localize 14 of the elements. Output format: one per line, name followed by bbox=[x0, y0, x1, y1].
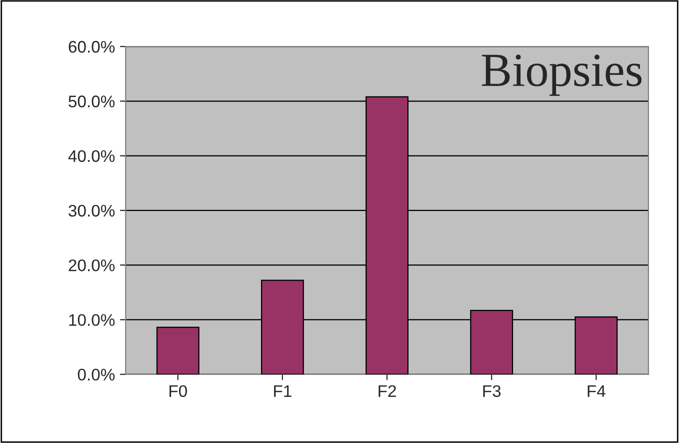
y-tick-label: 20.0% bbox=[68, 259, 115, 272]
x-tick-label: F3 bbox=[483, 385, 501, 397]
x-tick-label: F1 bbox=[274, 385, 292, 397]
y-tick-label: 60.0% bbox=[68, 40, 115, 53]
y-tick-label: 10.0% bbox=[69, 314, 115, 326]
x-tick-label: F0 bbox=[170, 385, 187, 397]
y-tick-label: 0.0% bbox=[78, 368, 115, 381]
y-tick-label: 40.0% bbox=[68, 150, 115, 162]
x-tick-label: F2 bbox=[378, 385, 396, 397]
chart-title: Biopsies bbox=[482, 54, 642, 96]
y-tick-label: 50.0% bbox=[68, 96, 115, 108]
bar bbox=[156, 326, 200, 374]
y-tick-label: 30.0% bbox=[68, 204, 115, 217]
x-tick-label: F4 bbox=[588, 385, 606, 397]
